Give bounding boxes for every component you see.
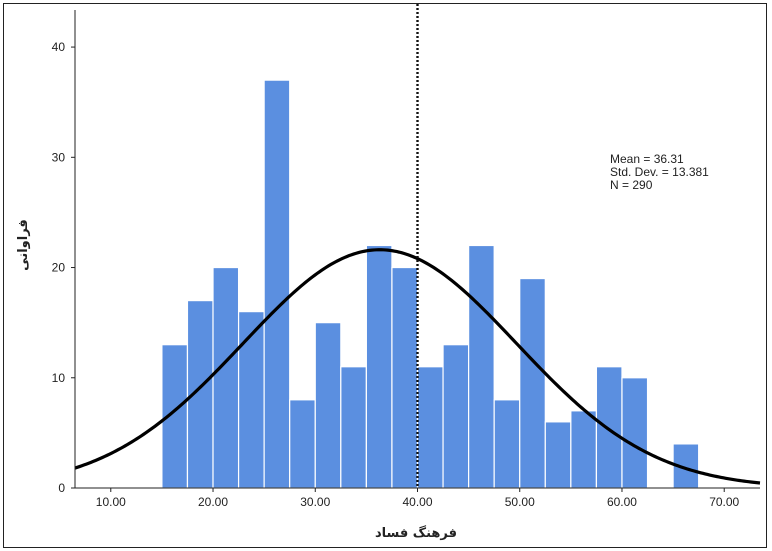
x-tick-label-3: 40.00 bbox=[402, 495, 432, 509]
histogram-bar-6 bbox=[314, 322, 342, 489]
y-axis-title: فراوانی bbox=[16, 219, 31, 271]
x-tick-label-1: 20.00 bbox=[198, 495, 228, 509]
x-tick-label-2: 30.00 bbox=[300, 495, 330, 509]
normal-curve bbox=[74, 248, 761, 485]
x-tick-label-6: 70.00 bbox=[709, 495, 739, 509]
histogram-bar-5 bbox=[289, 399, 316, 489]
histogram-bar-12 bbox=[468, 244, 495, 489]
histogram-bar-2 bbox=[212, 266, 240, 489]
histogram-bar-10 bbox=[416, 366, 444, 489]
y-tick-label-2: 20 bbox=[52, 261, 66, 275]
histogram-bar-18 bbox=[621, 377, 649, 489]
x-tick-label-0: 10.00 bbox=[96, 495, 126, 509]
stats-mean: Mean = 36.31 bbox=[610, 152, 684, 166]
x-tick-label-5: 60.00 bbox=[607, 495, 637, 509]
x-axis-title: فرهنگ فساد bbox=[375, 525, 457, 541]
histogram-bar-8 bbox=[365, 244, 393, 489]
curve-layer bbox=[74, 4, 761, 488]
histogram-bar-16 bbox=[570, 410, 598, 489]
y-tick-label-0: 0 bbox=[58, 481, 65, 495]
histogram-bar-11 bbox=[442, 344, 470, 489]
bars-layer bbox=[161, 79, 700, 489]
histogram-bar-15 bbox=[544, 421, 572, 489]
histogram-bar-14 bbox=[519, 277, 546, 489]
x-tick-label-4: 50.00 bbox=[505, 495, 535, 509]
histogram-bar-4 bbox=[263, 79, 291, 489]
y-tick-label-4: 40 bbox=[52, 40, 66, 54]
histogram-bar-17 bbox=[595, 366, 623, 489]
axes-layer: 0 10 20 30 40 10.00 20.00 30.00 40.00 50.00 60.00 7… bbox=[52, 10, 760, 509]
histogram-bar-9 bbox=[391, 266, 419, 489]
y-tick-label-1: 10 bbox=[52, 371, 66, 385]
histogram-bar-13 bbox=[493, 399, 521, 489]
stats-sd: Std. Dev. = 13.381 bbox=[610, 165, 709, 179]
stats-n: N = 290 bbox=[610, 178, 653, 192]
histogram-bar-7 bbox=[340, 366, 367, 489]
histogram-bar-3 bbox=[237, 311, 265, 489]
y-tick-label-3: 30 bbox=[52, 150, 66, 164]
